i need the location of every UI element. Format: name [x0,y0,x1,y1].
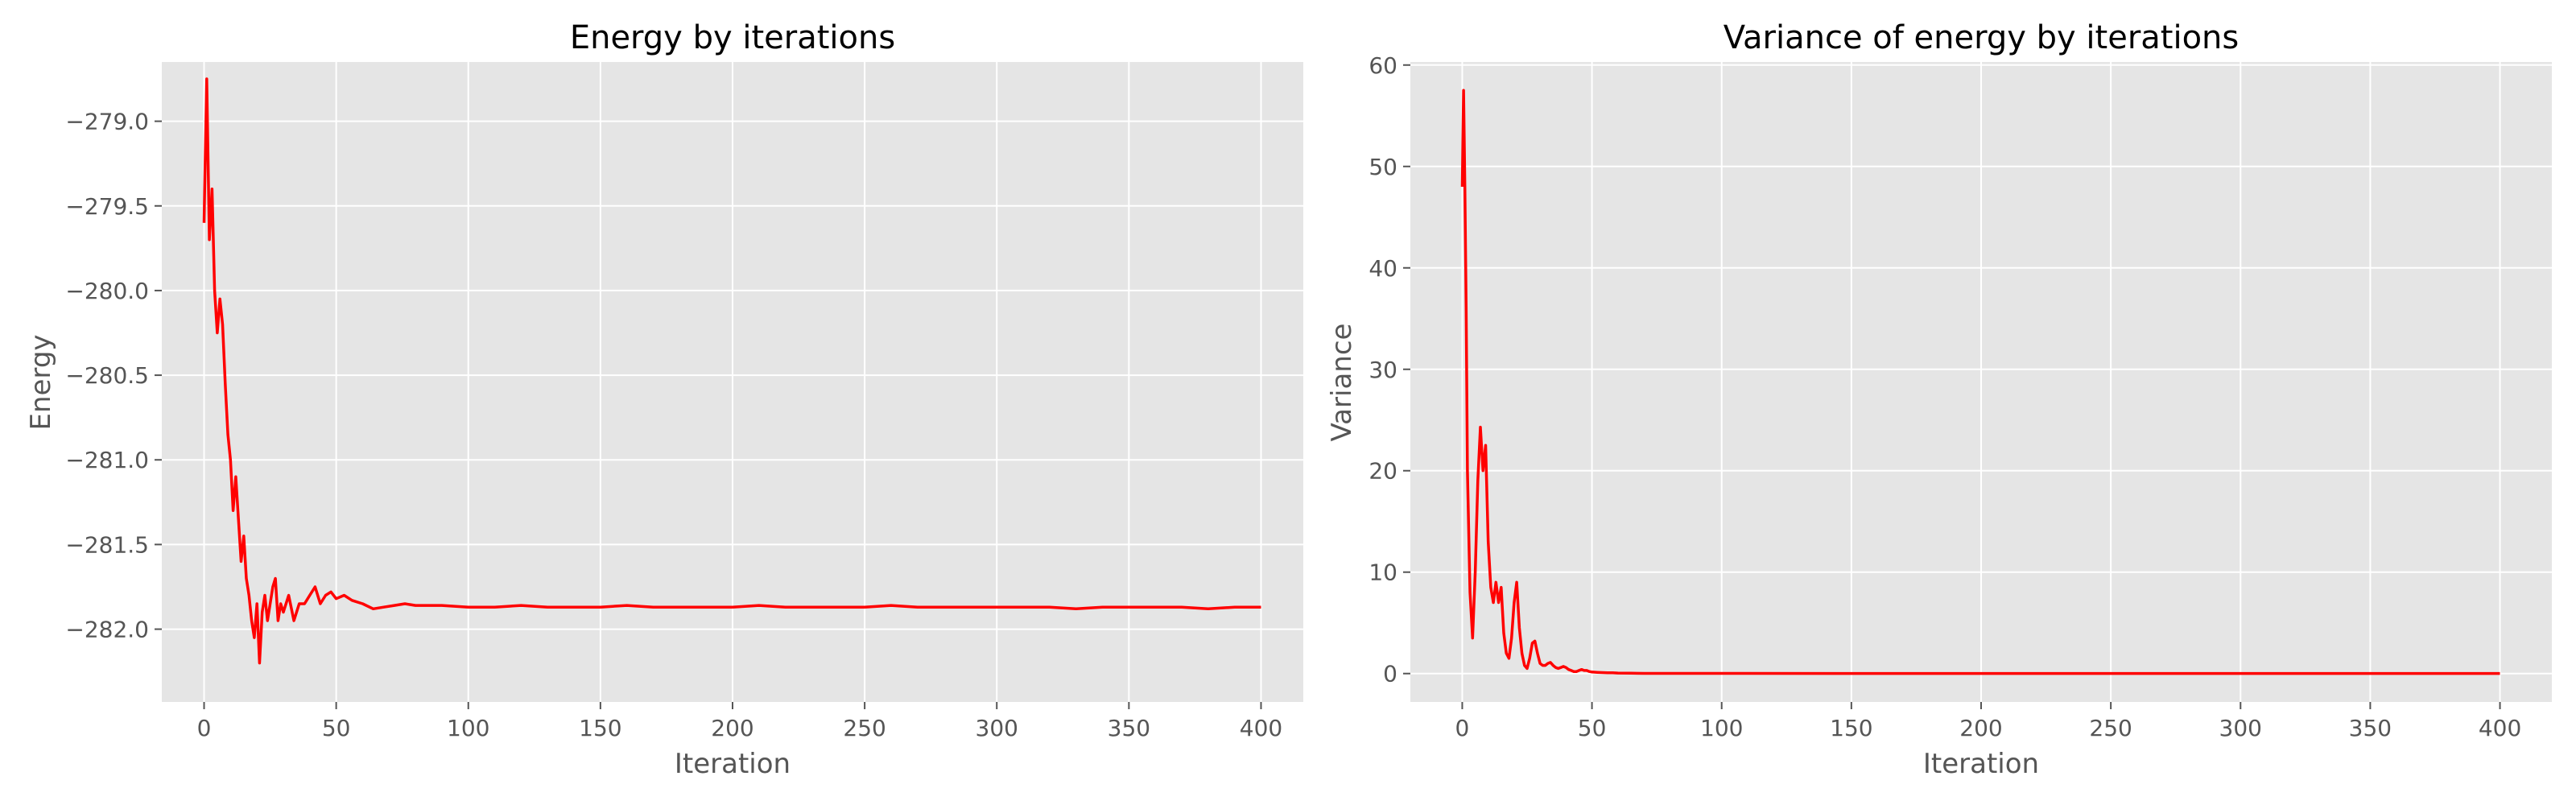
energy-series [202,77,1261,665]
energy-x-axis-label: Iteration [675,748,791,780]
energy-y-tick-label: −280.0 [65,278,149,304]
energy-x-tick-label: 250 [843,715,886,741]
energy-y-tick-label: −280.5 [65,362,149,389]
variance-y-tick-label: 40 [1368,255,1397,282]
variance-x-tick-label: 0 [1455,715,1470,741]
energy-x-tick-label: 50 [322,715,351,741]
variance-y-tick-label: 50 [1368,154,1397,180]
energy-y-tick-label: −279.5 [65,193,149,220]
energy-x-tick-label: 350 [1108,715,1150,741]
variance-x-tick-label: 150 [1830,715,1872,741]
variance-series-line [1460,89,2500,675]
energy-x-tick-label: 200 [711,715,753,741]
energy-series-line [202,77,1261,665]
variance-x-tick-label: 50 [1578,715,1607,741]
variance-x-axis-label: Iteration [1923,748,2039,780]
variance-y-tick-label: 30 [1368,357,1397,383]
energy-chart: 0 50 100 150 200 250 300 350 400 −282.0 −281.5 −281… [25,19,1303,780]
variance-series [1460,89,2500,675]
variance-y-axis-label: Variance [1326,324,1358,442]
variance-chart: 0 50 100 150 200 250 300 350 400 0 10 20 30 40 50 60 Va… [1326,19,2552,780]
energy-y-axis-label: Energy [25,334,57,430]
variance-x-tick-label: 350 [2349,715,2392,741]
variance-x-tick-label: 200 [1959,715,2002,741]
variance-y-tick-label: 10 [1368,559,1397,586]
variance-y-tick-label: 0 [1383,661,1397,687]
energy-x-tick-label: 400 [1240,715,1282,741]
variance-x-tick-label: 250 [2089,715,2132,741]
energy-x-tick-label: 300 [976,715,1018,741]
variance-x-tick-label: 400 [2479,715,2521,741]
energy-y-tick-label: −282.0 [65,617,149,643]
energy-y-tick-label: −281.5 [65,531,149,558]
variance-x-tick-label: 300 [2219,715,2262,741]
energy-chart-title: Energy by iterations [570,19,895,56]
variance-chart-title: Variance of energy by iterations [1724,19,2239,56]
energy-y-tick-label: −281.0 [65,447,149,473]
variance-y-tick-label: 60 [1368,52,1397,79]
energy-gridlines [162,62,1303,702]
energy-ticks: 0 50 100 150 200 250 300 350 400 −282.0 −281.5 −281… [65,109,1282,741]
energy-x-tick-label: 150 [579,715,621,741]
variance-y-tick-label: 20 [1368,458,1397,485]
variance-x-tick-label: 100 [1700,715,1743,741]
energy-y-tick-label: −279.0 [65,109,149,135]
variance-ticks: 0 50 100 150 200 250 300 350 400 0 10 20 30 40 50 60 [1368,52,2521,741]
energy-x-tick-label: 100 [447,715,489,741]
energy-x-tick-label: 0 [197,715,212,741]
